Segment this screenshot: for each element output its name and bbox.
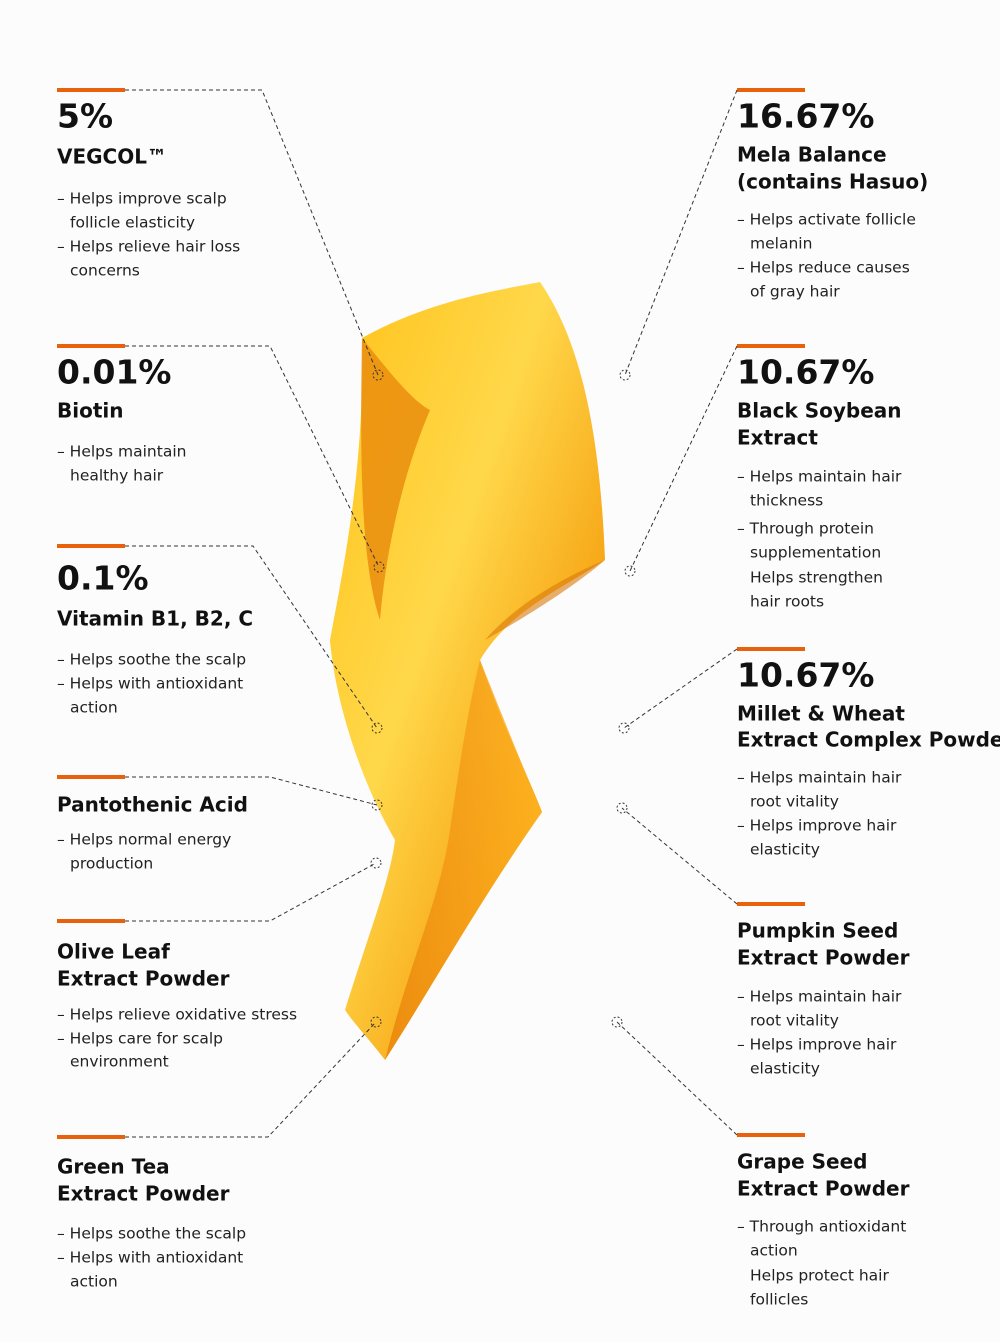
accent-bar bbox=[737, 1133, 805, 1137]
connector bbox=[125, 776, 378, 806]
connector bbox=[616, 1021, 738, 1136]
accent-bar bbox=[737, 902, 805, 906]
benefit: healthy hair bbox=[70, 467, 164, 485]
accent-bar bbox=[57, 544, 125, 548]
percent: 16.67% bbox=[737, 97, 874, 136]
benefit: action bbox=[70, 699, 118, 717]
benefit: – Helps with antioxidant bbox=[57, 675, 243, 693]
ingredient-name: Olive Leaf bbox=[57, 940, 170, 964]
benefit: – Helps relieve hair loss bbox=[57, 238, 240, 256]
connector-dot bbox=[372, 369, 384, 381]
connector-dot bbox=[371, 722, 383, 734]
benefit: – Helps maintain hair bbox=[737, 988, 902, 1006]
benefit: elasticity bbox=[750, 841, 820, 859]
benefit: – Helps maintain hair bbox=[737, 468, 902, 486]
connector-dot bbox=[624, 565, 636, 577]
benefit: follicle elasticity bbox=[70, 214, 195, 232]
benefit: follicles bbox=[750, 1291, 808, 1309]
benefit: – Helps reduce causes bbox=[737, 259, 910, 277]
accent-bar bbox=[57, 919, 125, 923]
benefit: of gray hair bbox=[750, 283, 840, 301]
connector-dot bbox=[611, 1016, 623, 1028]
benefit: environment bbox=[70, 1053, 169, 1071]
benefit: melanin bbox=[750, 235, 812, 253]
benefit: – Helps with antioxidant bbox=[57, 1249, 243, 1267]
benefit: elasticity bbox=[750, 1060, 820, 1078]
connector bbox=[125, 862, 377, 922]
benefit: – Through antioxidant bbox=[737, 1218, 906, 1236]
connector bbox=[125, 345, 380, 568]
ingredient-name: Extract Powder bbox=[57, 967, 230, 991]
ingredient-name: (contains Hasuo) bbox=[737, 170, 928, 194]
benefit: – Helps improve scalp bbox=[57, 190, 227, 208]
benefit: – Helps soothe the scalp bbox=[57, 1225, 246, 1243]
benefit: hair roots bbox=[750, 593, 824, 611]
ingredient-name: Extract Complex Powder bbox=[737, 728, 1000, 752]
accent-bar bbox=[737, 344, 805, 348]
benefit: Helps strengthen bbox=[750, 569, 883, 587]
connector-dot bbox=[619, 369, 631, 381]
connector bbox=[125, 89, 379, 376]
ingredient-name: Millet & Wheat bbox=[737, 702, 905, 726]
ingredient-name: Extract Powder bbox=[737, 1177, 910, 1201]
ingredient-name: Extract bbox=[737, 426, 818, 450]
benefit: action bbox=[750, 1242, 798, 1260]
connector bbox=[624, 89, 738, 376]
ingredient-name: Vitamin B1, B2, C bbox=[57, 607, 253, 631]
benefit: – Helps normal energy bbox=[57, 831, 231, 849]
ribbon bbox=[330, 282, 605, 1060]
connector-dot bbox=[373, 561, 385, 573]
ingredient-name: Extract Powder bbox=[737, 946, 910, 970]
ingredient-name: Pumpkin Seed bbox=[737, 919, 898, 943]
ingredient-name: Grape Seed bbox=[737, 1150, 867, 1174]
benefit: – Helps soothe the scalp bbox=[57, 651, 246, 669]
benefit: – Helps maintain bbox=[57, 443, 186, 461]
benefit: – Helps improve hair bbox=[737, 817, 897, 835]
connector bbox=[623, 648, 738, 729]
accent-bar bbox=[57, 88, 125, 92]
accent-bar bbox=[57, 344, 125, 348]
benefit: production bbox=[70, 855, 153, 873]
connector bbox=[125, 545, 378, 729]
accent-bar bbox=[737, 88, 805, 92]
benefit: – Helps relieve oxidative stress bbox=[57, 1006, 297, 1024]
benefit: – Helps maintain hair bbox=[737, 769, 902, 787]
benefit: – Helps activate follicle bbox=[737, 211, 916, 229]
percent: 10.67% bbox=[737, 353, 874, 392]
benefit: – Helps care for scalp bbox=[57, 1030, 223, 1048]
percent: 10.67% bbox=[737, 656, 874, 695]
accent-bar bbox=[57, 1135, 125, 1139]
accent-bar bbox=[57, 775, 125, 779]
connector bbox=[621, 807, 738, 905]
benefit: root vitality bbox=[750, 1012, 839, 1030]
percent: 0.01% bbox=[57, 353, 172, 392]
benefit: – Through protein bbox=[737, 520, 874, 538]
connector-dot bbox=[371, 799, 383, 811]
ingredient-name: Mela Balance bbox=[737, 143, 887, 167]
percent: 0.1% bbox=[57, 559, 149, 598]
ingredient-name: Black Soybean bbox=[737, 399, 902, 423]
ingredient-name: Pantothenic Acid bbox=[57, 793, 248, 817]
connector bbox=[629, 345, 738, 572]
connector-dot bbox=[618, 722, 630, 734]
connector-dot bbox=[370, 1016, 382, 1028]
ingredient-name: Biotin bbox=[57, 399, 124, 423]
benefit: – Helps improve hair bbox=[737, 1036, 897, 1054]
ingredient-name: Extract Powder bbox=[57, 1182, 230, 1206]
percent: 5% bbox=[57, 97, 113, 136]
connector bbox=[125, 1021, 377, 1138]
accent-bar bbox=[737, 647, 805, 651]
ingredient-name: Green Tea bbox=[57, 1155, 170, 1179]
benefit: Helps protect hair bbox=[750, 1267, 889, 1285]
connector-dot bbox=[370, 857, 382, 869]
benefit: thickness bbox=[750, 492, 823, 510]
connector-dot bbox=[616, 802, 628, 814]
benefit: supplementation bbox=[750, 544, 881, 562]
benefit: action bbox=[70, 1273, 118, 1291]
benefit: root vitality bbox=[750, 793, 839, 811]
benefit: concerns bbox=[70, 262, 140, 280]
ingredient-name: VEGCOL™ bbox=[57, 145, 167, 169]
